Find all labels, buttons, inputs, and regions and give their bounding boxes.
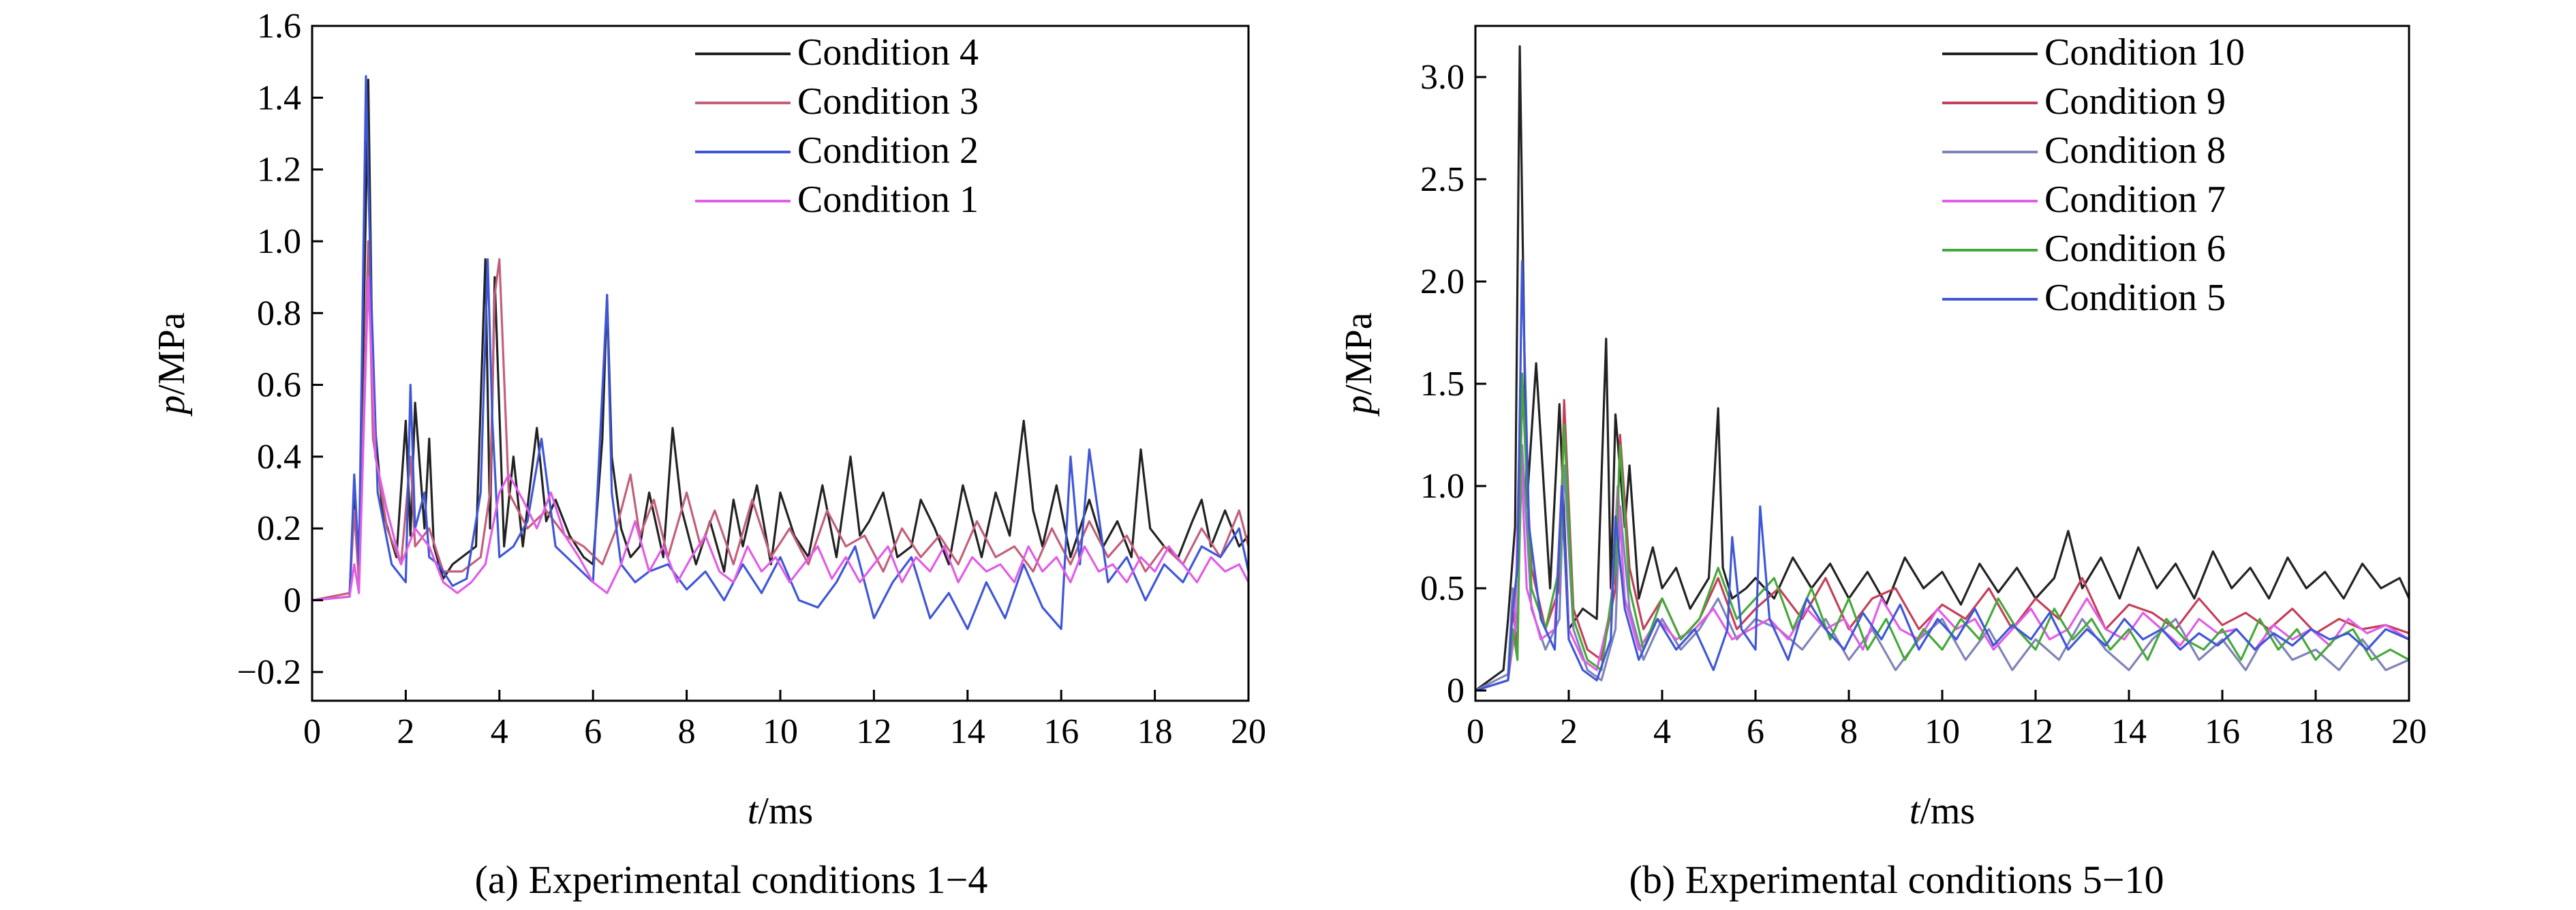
x-tick-label: 12 (856, 712, 891, 751)
x-tick-label: 8 (1840, 712, 1858, 751)
x-tick-label: 18 (2298, 712, 2333, 751)
x-tick-label: 4 (491, 712, 508, 751)
chart-panel-b: 0 2 4 6 8 10 12 14 16 18 20 0 0.5 1.0 1.5 2.0 2.5 3.0 t/ms… (1338, 25, 2427, 902)
x-tick-label: 0 (303, 712, 321, 751)
legend-label: Condition 4 (797, 31, 979, 74)
x-tick-label: 4 (1653, 712, 1671, 751)
x-tick-label: 8 (678, 712, 696, 751)
legend-label: Condition 1 (797, 179, 979, 221)
x-axis-title: t/ms (748, 790, 813, 832)
y-tick-label: 1.2 (257, 151, 301, 189)
legend-label: Condition 3 (797, 80, 979, 123)
y-tick-label: 1.6 (257, 7, 301, 46)
x-tick-label: 20 (1231, 712, 1266, 751)
x-tick-label: 18 (1137, 712, 1173, 751)
x-tick-label: 6 (584, 712, 602, 751)
legend-label: Condition 10 (2044, 31, 2245, 74)
y-tick-label: 1.5 (1420, 365, 1465, 404)
x-tick-label: 14 (2111, 712, 2147, 751)
legend-label: Condition 2 (797, 130, 979, 172)
series-group (1475, 45, 2409, 692)
legend: Condition 10 Condition 9 Condition 8 Condit… (1942, 31, 2245, 319)
x-tick-label: 0 (1467, 712, 1484, 751)
legend-label: Condition 8 (2044, 130, 2226, 172)
panel-caption: (b) Experimental conditions 5−10 (1629, 858, 2164, 902)
y-tick-label: 0 (1447, 671, 1465, 710)
plot-frame (311, 25, 1250, 702)
y-tick-label: 0.4 (257, 438, 301, 476)
series-line-condition-2 (312, 75, 1248, 631)
y-tick-label: 0 (283, 581, 301, 620)
series-line-condition-8 (1475, 444, 2409, 692)
y-tick-label: 2.5 (1420, 160, 1465, 199)
y-tick-label: −0.2 (237, 653, 301, 692)
y-tick-label: 2.0 (1420, 262, 1465, 301)
series-line-condition-6 (1475, 372, 2409, 692)
x-tick-label: 16 (1043, 712, 1079, 751)
y-tick-label: 0.8 (257, 294, 301, 333)
x-tick-label: 10 (763, 712, 798, 751)
series-line-condition-10 (1475, 45, 2409, 692)
series-line-condition-4 (312, 78, 1248, 602)
legend-label: Condition 7 (2044, 179, 2226, 221)
legend-label: Condition 5 (2044, 277, 2226, 319)
x-tick-label: 10 (1925, 712, 1960, 751)
x-tick-label: 14 (950, 712, 985, 751)
x-tick-label: 6 (1747, 712, 1764, 751)
series-group (312, 75, 1248, 631)
x-tick-label: 2 (1560, 712, 1578, 751)
y-axis-title: p/MPa (1338, 312, 1380, 416)
y-tick-label: 0.2 (257, 509, 301, 548)
x-tick-label: 12 (2018, 712, 2053, 751)
x-axis-title: t/ms (1910, 790, 1975, 832)
y-tick-label: 1.0 (1420, 467, 1465, 506)
series-line-condition-1 (312, 276, 1248, 602)
legend-label: Condition 9 (2044, 80, 2226, 123)
y-tick-label: 0.6 (257, 366, 301, 405)
x-tick-label: 20 (2391, 712, 2427, 751)
x-tick-label: 2 (397, 712, 414, 751)
x-tick-label: 16 (2205, 712, 2240, 751)
panel-caption: (a) Experimental conditions 1−4 (475, 858, 988, 902)
y-axis-title: p/MPa (151, 312, 193, 416)
y-tick-label: 1.0 (257, 222, 301, 261)
series-line-condition-5 (1475, 260, 2409, 692)
y-tick-label: 0.5 (1420, 569, 1465, 608)
legend: Condition 4 Condition 3 Condition 2 Conditi… (695, 31, 979, 221)
chart-panel-a: 0 2 4 6 8 10 12 14 16 18 20−0.200.20.40.60.81.01.2… (151, 7, 1266, 902)
y-tick-label: 3.0 (1420, 58, 1465, 97)
y-tick-label: 1.4 (257, 78, 301, 117)
series-line-condition-7 (1475, 423, 2409, 692)
series-line-condition-3 (312, 240, 1248, 602)
legend-label: Condition 6 (2044, 228, 2226, 270)
